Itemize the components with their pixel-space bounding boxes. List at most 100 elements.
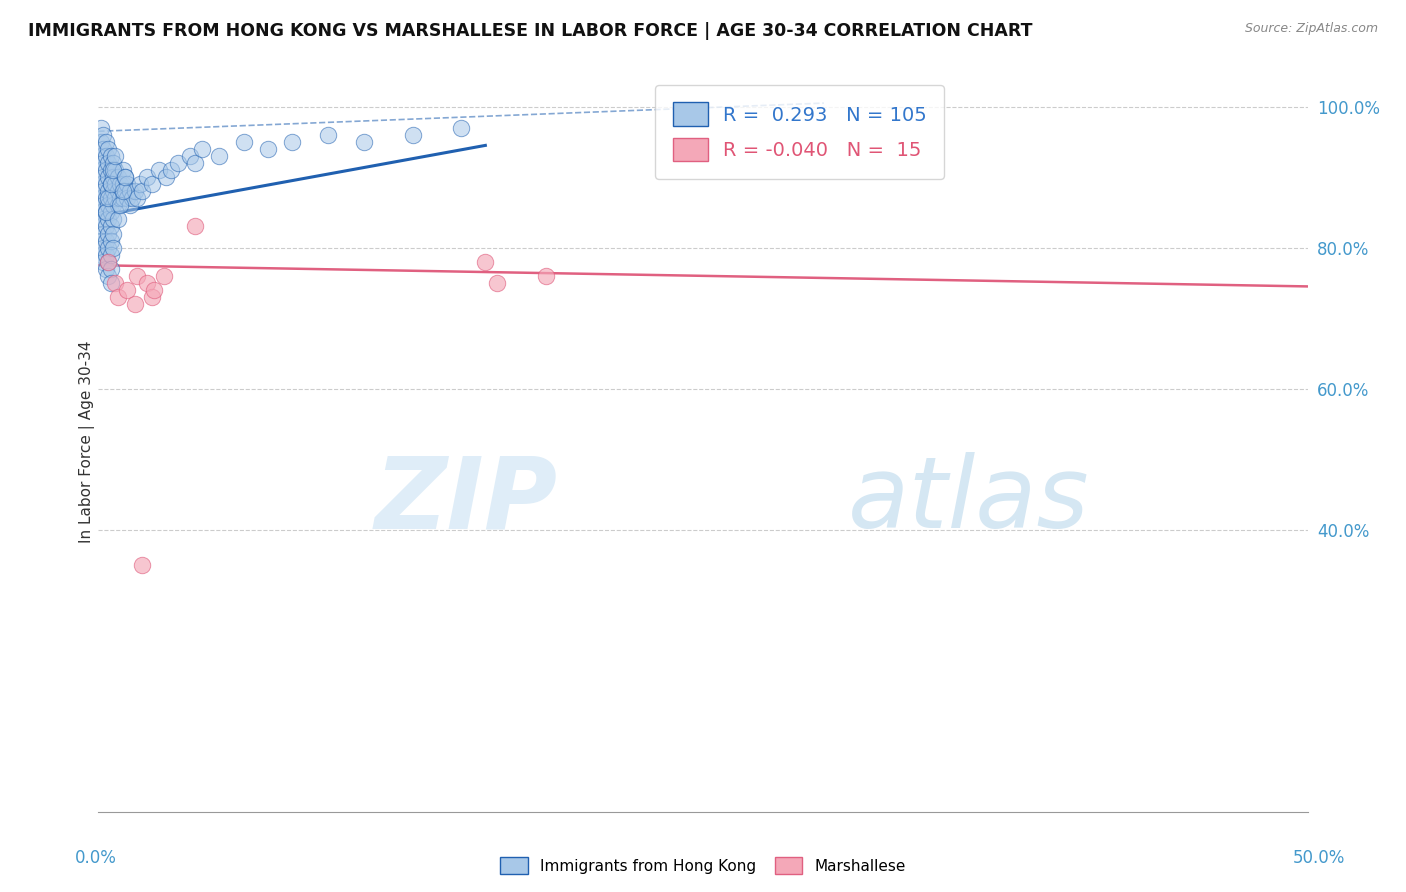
Point	[232, 135, 254, 149]
Point	[94, 205, 117, 219]
Point	[94, 177, 117, 191]
Point	[107, 212, 129, 227]
Point	[94, 149, 117, 163]
Point	[97, 268, 120, 283]
Point	[97, 254, 120, 268]
Point	[191, 142, 214, 156]
Point	[90, 234, 112, 248]
Point	[111, 177, 134, 191]
Point	[486, 276, 509, 290]
Point	[353, 135, 375, 149]
Point	[402, 128, 425, 142]
Point	[117, 191, 139, 205]
Point	[97, 227, 120, 241]
Point	[143, 283, 166, 297]
Legend: Immigrants from Hong Kong, Marshallese: Immigrants from Hong Kong, Marshallese	[495, 851, 911, 880]
Point	[101, 198, 124, 212]
Point	[167, 156, 190, 170]
Point	[97, 170, 120, 185]
Point	[534, 268, 557, 283]
Point	[127, 191, 149, 205]
Point	[90, 205, 112, 219]
Point	[91, 227, 114, 241]
Point	[101, 163, 124, 178]
Point	[91, 170, 114, 185]
Point	[97, 191, 120, 205]
Point	[97, 184, 120, 198]
Point	[94, 163, 117, 178]
Point	[108, 198, 131, 212]
Point	[100, 149, 122, 163]
Point	[90, 149, 112, 163]
Point	[100, 177, 122, 191]
Point	[91, 128, 114, 142]
Point	[111, 163, 134, 178]
Point	[108, 191, 131, 205]
Point	[90, 191, 112, 205]
Point	[118, 184, 141, 198]
Point	[94, 261, 117, 276]
Point	[127, 268, 149, 283]
Point	[108, 177, 131, 191]
Point	[208, 149, 231, 163]
Point	[107, 198, 129, 212]
Point	[90, 135, 112, 149]
Point	[141, 290, 163, 304]
Point	[90, 177, 112, 191]
Point	[94, 135, 117, 149]
Text: Source: ZipAtlas.com: Source: ZipAtlas.com	[1244, 22, 1378, 36]
Text: ZIP: ZIP	[375, 452, 558, 549]
Y-axis label: In Labor Force | Age 30-34: In Labor Force | Age 30-34	[79, 340, 96, 543]
Point	[114, 170, 136, 185]
Point	[141, 177, 163, 191]
Point	[91, 198, 114, 212]
Legend: R =  0.293   N = 105, R = -0.040   N =  15: R = 0.293 N = 105, R = -0.040 N = 15	[655, 85, 945, 179]
Point	[101, 156, 124, 170]
Point	[160, 163, 183, 178]
Point	[91, 241, 114, 255]
Point	[90, 120, 112, 135]
Point	[101, 241, 124, 255]
Point	[148, 163, 170, 178]
Point	[100, 261, 122, 276]
Point	[97, 254, 120, 268]
Point	[100, 219, 122, 234]
Point	[111, 191, 134, 205]
Point	[104, 163, 127, 178]
Point	[104, 149, 127, 163]
Text: 0.0%: 0.0%	[75, 849, 117, 867]
Point	[316, 128, 339, 142]
Point	[101, 227, 124, 241]
Text: IMMIGRANTS FROM HONG KONG VS MARSHALLESE IN LABOR FORCE | AGE 30-34 CORRELATION : IMMIGRANTS FROM HONG KONG VS MARSHALLESE…	[28, 22, 1032, 40]
Point	[118, 198, 141, 212]
Point	[107, 184, 129, 198]
Point	[104, 177, 127, 191]
Point	[100, 248, 122, 262]
Point	[101, 170, 124, 185]
Point	[100, 205, 122, 219]
Point	[114, 184, 136, 198]
Point	[107, 170, 129, 185]
Point	[450, 120, 472, 135]
Point	[184, 219, 207, 234]
Point	[117, 177, 139, 191]
Point	[97, 212, 120, 227]
Point	[111, 184, 134, 198]
Point	[91, 212, 114, 227]
Point	[90, 163, 112, 178]
Point	[104, 191, 127, 205]
Point	[100, 234, 122, 248]
Point	[94, 234, 117, 248]
Point	[97, 241, 120, 255]
Point	[91, 184, 114, 198]
Point	[97, 198, 120, 212]
Point	[91, 156, 114, 170]
Point	[100, 276, 122, 290]
Point	[131, 558, 153, 572]
Point	[124, 184, 146, 198]
Point	[97, 156, 120, 170]
Point	[107, 290, 129, 304]
Point	[184, 156, 207, 170]
Point	[90, 219, 112, 234]
Point	[256, 142, 278, 156]
